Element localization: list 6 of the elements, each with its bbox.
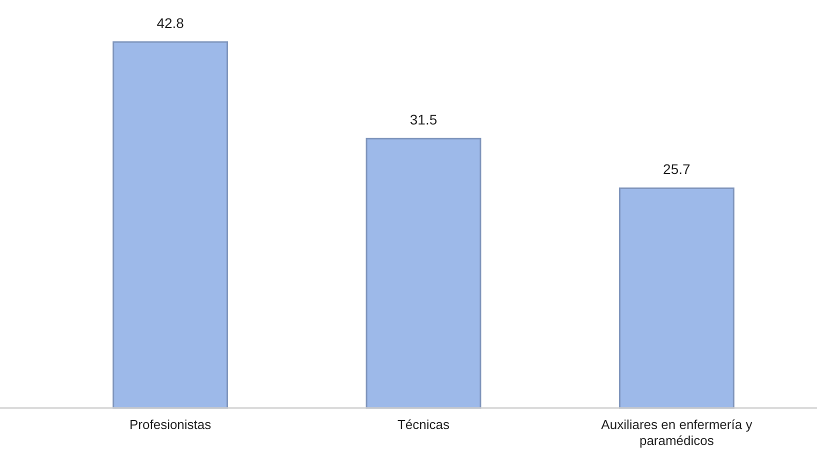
x-tick-label: Profesionistas <box>129 417 212 432</box>
x-tick-label: Técnicas <box>397 417 450 432</box>
data-label: 31.5 <box>410 112 438 128</box>
x-tick-label: Auxiliares en enfermería y paramédicos <box>601 417 753 448</box>
data-label: 25.7 <box>663 161 691 178</box>
data-label: 42.8 <box>156 15 184 31</box>
